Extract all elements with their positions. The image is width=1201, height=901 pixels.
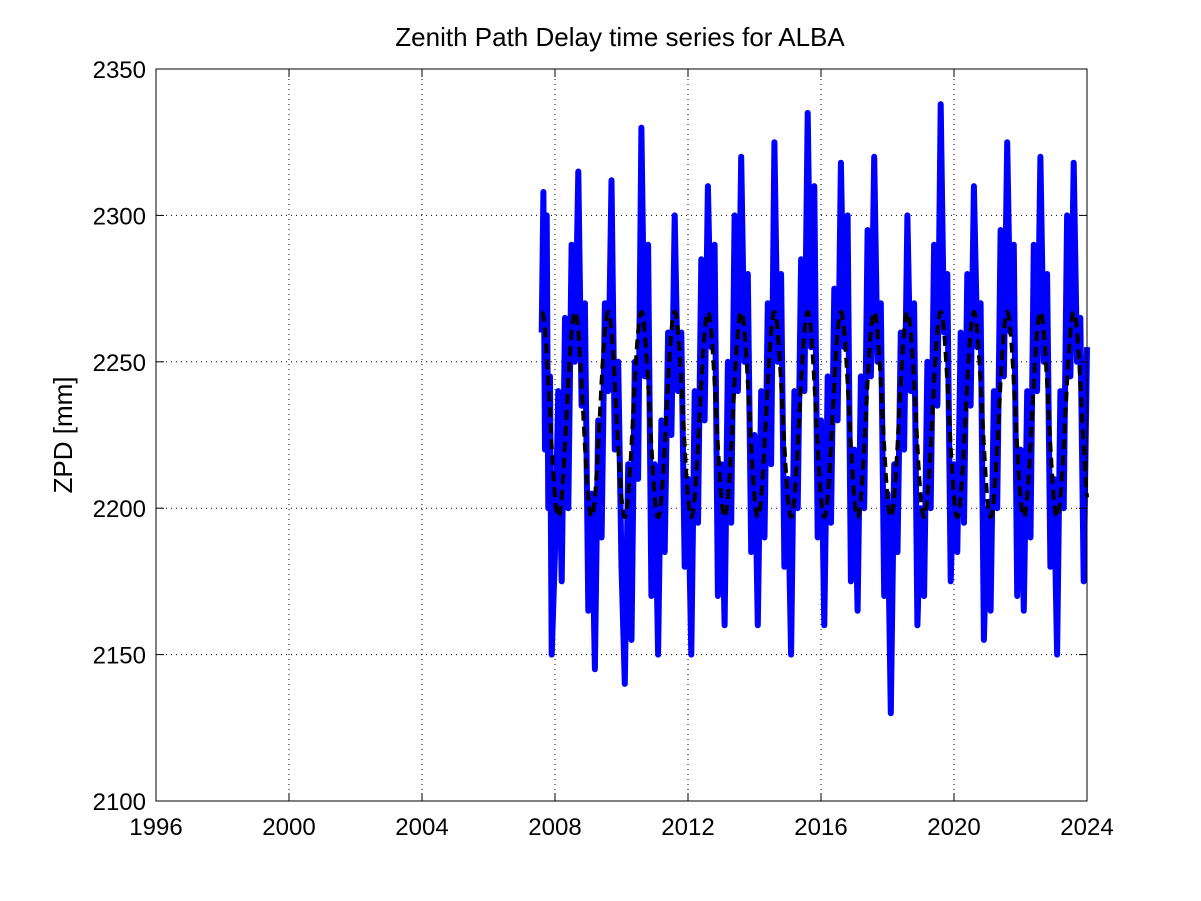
x-tick-label: 1996 [129, 814, 182, 841]
y-tick-label: 2300 [93, 203, 146, 230]
x-tick-label: 2004 [395, 814, 448, 841]
x-tick-label: 2000 [262, 814, 315, 841]
x-tick-label: 2020 [927, 814, 980, 841]
y-tick-label: 2250 [93, 350, 146, 377]
y-tick-label: 2100 [93, 789, 146, 816]
x-tick-label: 2016 [794, 814, 847, 841]
series-model-line [540, 309, 1089, 520]
x-tick-label: 2008 [528, 814, 581, 841]
x-axis: 1996 2000 2004 2008 2012 2016 2020 2024 [129, 69, 1114, 841]
x-tick-label: 2024 [1060, 814, 1113, 841]
y-tick-label: 2200 [93, 496, 146, 523]
chart-title: Zenith Path Delay time series for ALBA [395, 22, 845, 52]
y-axis: 2100 2150 2200 2250 2300 2350 [93, 57, 1087, 816]
series-observed-line [538, 101, 1090, 717]
y-tick-label: 2150 [93, 643, 146, 670]
y-axis-label: ZPD [mm] [48, 377, 78, 494]
x-tick-label: 2012 [661, 814, 714, 841]
y-tick-label: 2350 [93, 57, 146, 84]
plot-area [538, 101, 1090, 717]
axes-box [155, 68, 1088, 802]
